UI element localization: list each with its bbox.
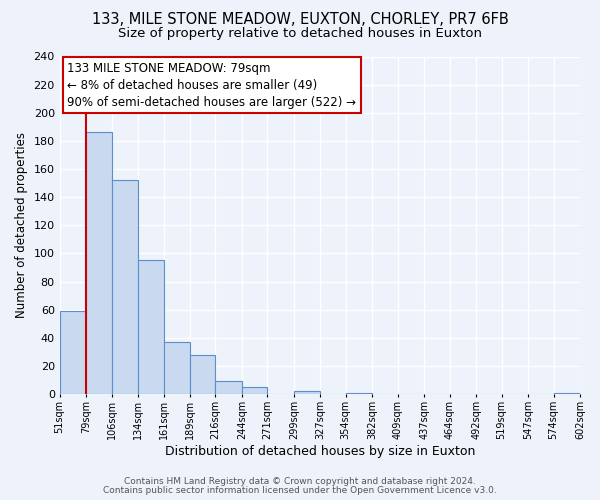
Text: Contains public sector information licensed under the Open Government Licence v3: Contains public sector information licen… [103,486,497,495]
Y-axis label: Number of detached properties: Number of detached properties [15,132,28,318]
Bar [112,180,138,394]
Text: Size of property relative to detached houses in Euxton: Size of property relative to detached ho… [118,28,482,40]
Bar [164,342,190,394]
Bar [346,392,372,394]
Bar [294,391,320,394]
Bar [190,354,215,394]
Bar [86,132,112,394]
Bar [215,382,242,394]
Text: 133 MILE STONE MEADOW: 79sqm
← 8% of detached houses are smaller (49)
90% of sem: 133 MILE STONE MEADOW: 79sqm ← 8% of det… [67,62,356,108]
Bar [554,392,580,394]
Text: Contains HM Land Registry data © Crown copyright and database right 2024.: Contains HM Land Registry data © Crown c… [124,477,476,486]
Bar [59,311,86,394]
X-axis label: Distribution of detached houses by size in Euxton: Distribution of detached houses by size … [164,444,475,458]
Text: 133, MILE STONE MEADOW, EUXTON, CHORLEY, PR7 6FB: 133, MILE STONE MEADOW, EUXTON, CHORLEY,… [92,12,508,28]
Bar [138,260,164,394]
Bar [242,387,268,394]
